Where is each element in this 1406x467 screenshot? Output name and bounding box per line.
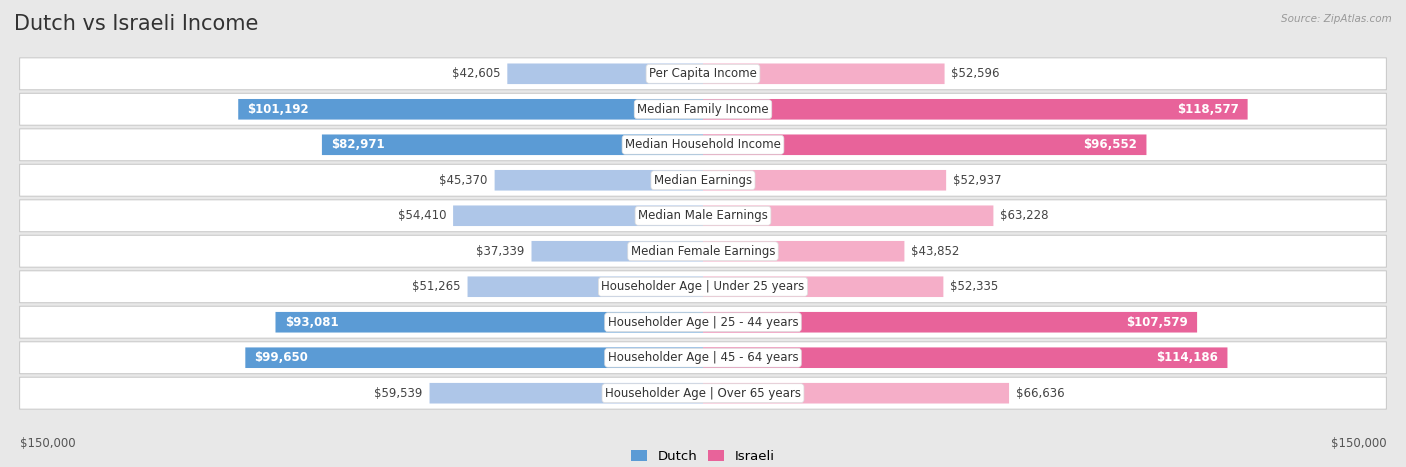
Text: $37,339: $37,339 [477,245,524,258]
FancyBboxPatch shape [468,276,703,297]
Text: $114,186: $114,186 [1156,351,1218,364]
Text: $96,552: $96,552 [1084,138,1137,151]
Text: $66,636: $66,636 [1017,387,1064,400]
FancyBboxPatch shape [703,205,994,226]
FancyBboxPatch shape [495,170,703,191]
FancyBboxPatch shape [703,241,904,262]
FancyBboxPatch shape [276,312,703,333]
FancyBboxPatch shape [453,205,703,226]
FancyBboxPatch shape [20,235,1386,267]
FancyBboxPatch shape [703,383,1010,403]
Text: Dutch vs Israeli Income: Dutch vs Israeli Income [14,14,259,34]
Legend: Dutch, Israeli: Dutch, Israeli [626,445,780,467]
FancyBboxPatch shape [703,134,1146,155]
Text: Median Male Earnings: Median Male Earnings [638,209,768,222]
Text: $82,971: $82,971 [330,138,385,151]
FancyBboxPatch shape [20,129,1386,161]
FancyBboxPatch shape [703,170,946,191]
Text: Median Female Earnings: Median Female Earnings [631,245,775,258]
FancyBboxPatch shape [20,377,1386,409]
Text: Householder Age | Over 65 years: Householder Age | Over 65 years [605,387,801,400]
Text: $150,000: $150,000 [1331,437,1386,450]
Text: Householder Age | 45 - 64 years: Householder Age | 45 - 64 years [607,351,799,364]
FancyBboxPatch shape [245,347,703,368]
Text: $52,937: $52,937 [953,174,1001,187]
Text: $52,596: $52,596 [952,67,1000,80]
FancyBboxPatch shape [531,241,703,262]
Text: $101,192: $101,192 [247,103,309,116]
Text: $54,410: $54,410 [398,209,446,222]
FancyBboxPatch shape [20,93,1386,125]
Text: Householder Age | 25 - 44 years: Householder Age | 25 - 44 years [607,316,799,329]
Text: Median Household Income: Median Household Income [626,138,780,151]
Text: Per Capita Income: Per Capita Income [650,67,756,80]
Text: $51,265: $51,265 [412,280,461,293]
Text: $59,539: $59,539 [374,387,423,400]
Text: $63,228: $63,228 [1000,209,1049,222]
FancyBboxPatch shape [703,276,943,297]
FancyBboxPatch shape [20,271,1386,303]
Text: $45,370: $45,370 [439,174,488,187]
FancyBboxPatch shape [20,58,1386,90]
FancyBboxPatch shape [703,312,1197,333]
FancyBboxPatch shape [20,164,1386,196]
FancyBboxPatch shape [703,347,1227,368]
FancyBboxPatch shape [703,64,945,84]
Text: Median Earnings: Median Earnings [654,174,752,187]
Text: $43,852: $43,852 [911,245,960,258]
Text: Source: ZipAtlas.com: Source: ZipAtlas.com [1281,14,1392,24]
Text: $118,577: $118,577 [1177,103,1239,116]
FancyBboxPatch shape [238,99,703,120]
FancyBboxPatch shape [20,200,1386,232]
FancyBboxPatch shape [322,134,703,155]
Text: $93,081: $93,081 [284,316,339,329]
FancyBboxPatch shape [703,99,1247,120]
Text: $107,579: $107,579 [1126,316,1188,329]
FancyBboxPatch shape [508,64,703,84]
Text: $99,650: $99,650 [254,351,308,364]
Text: $52,335: $52,335 [950,280,998,293]
FancyBboxPatch shape [20,306,1386,338]
Text: $150,000: $150,000 [20,437,75,450]
FancyBboxPatch shape [430,383,703,403]
FancyBboxPatch shape [20,342,1386,374]
Text: Median Family Income: Median Family Income [637,103,769,116]
Text: $42,605: $42,605 [451,67,501,80]
Text: Householder Age | Under 25 years: Householder Age | Under 25 years [602,280,804,293]
